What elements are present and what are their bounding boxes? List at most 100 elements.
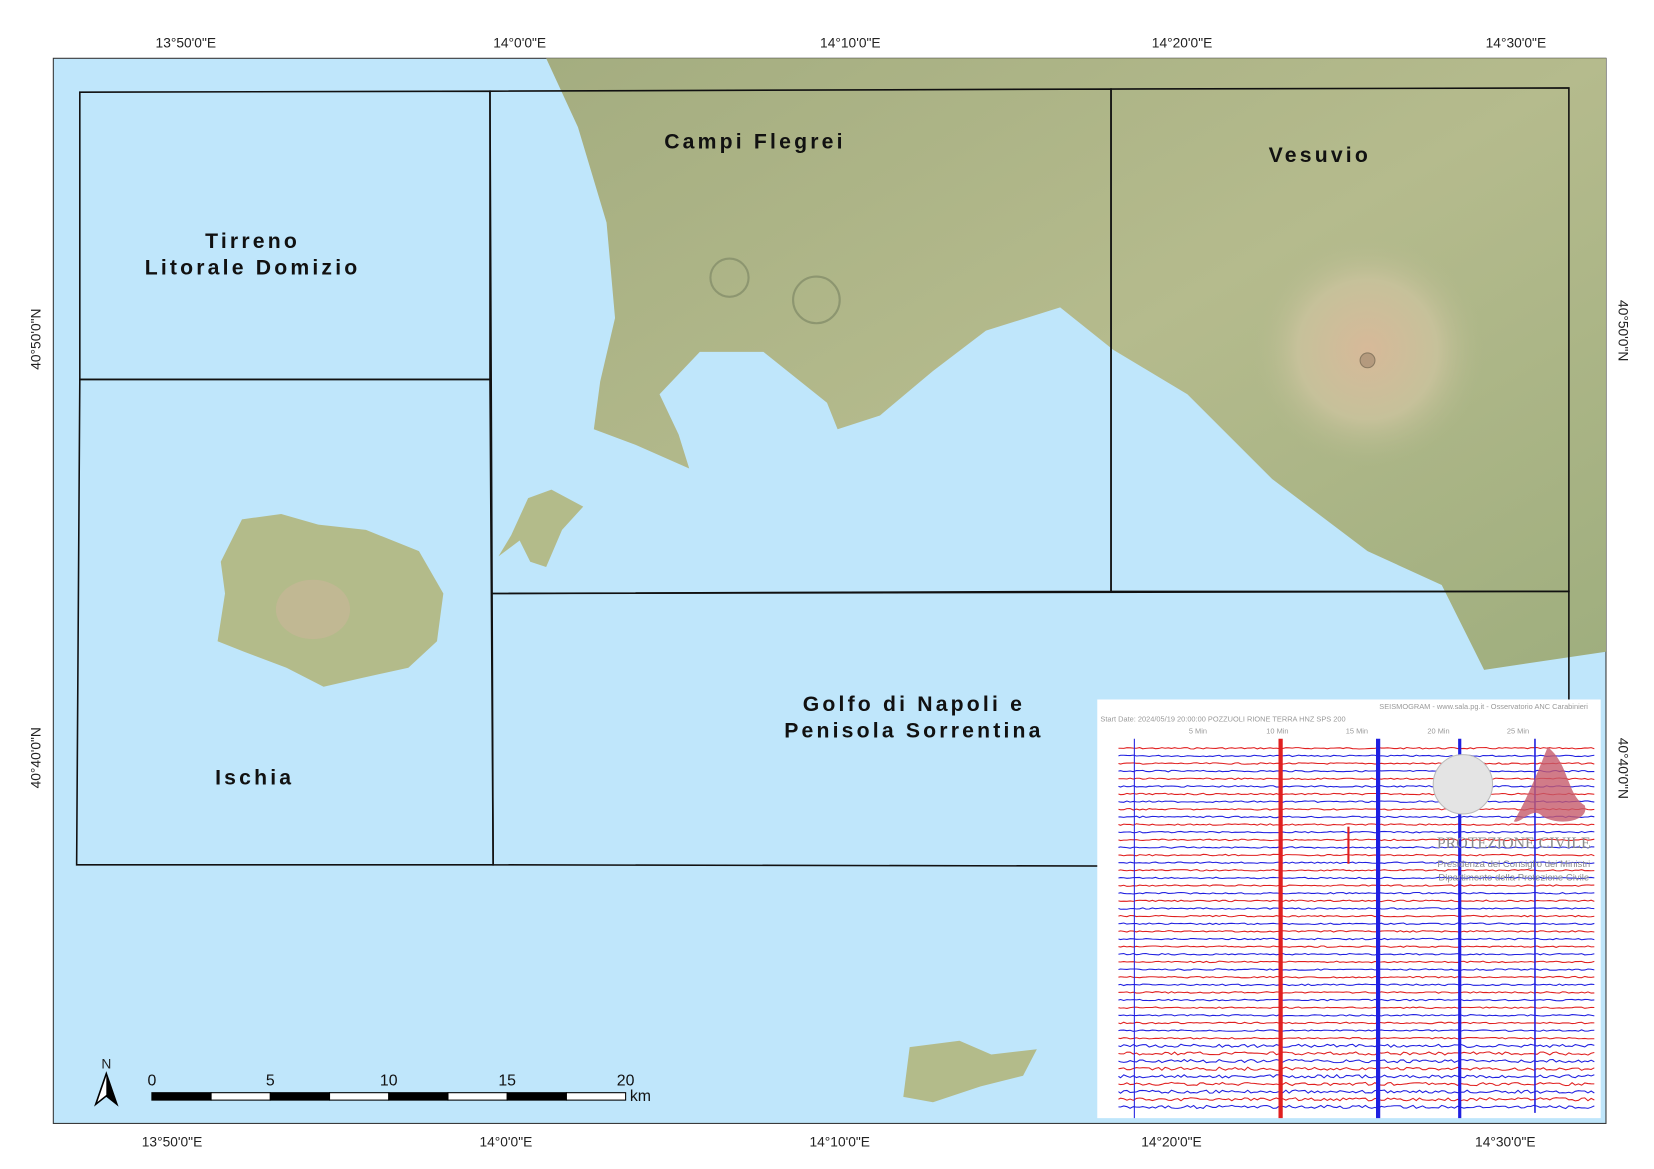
scale-segment xyxy=(269,1092,331,1101)
scale-label: 5 xyxy=(266,1072,275,1089)
trace xyxy=(1118,930,1595,933)
scale-label: 20 xyxy=(617,1072,635,1089)
capri xyxy=(903,1040,1037,1103)
region-label: Penisola Sorrentina xyxy=(784,720,1043,743)
trace xyxy=(1118,1081,1595,1087)
trace xyxy=(1118,945,1595,948)
trace xyxy=(1118,907,1595,910)
crater xyxy=(792,275,841,325)
trace xyxy=(1118,1014,1595,1017)
trace xyxy=(1118,884,1595,887)
logo-title: PROTEZIONE CIVILE xyxy=(1437,835,1591,852)
region-label: Ischia xyxy=(215,766,294,789)
trace xyxy=(1118,1006,1595,1009)
top-tick-label: 14°10'0"E xyxy=(820,36,880,51)
crater xyxy=(1359,352,1376,369)
top-tick-label: 14°30'0"E xyxy=(1486,36,1546,51)
region-label: Tirreno xyxy=(205,230,300,253)
trace xyxy=(1118,762,1595,765)
crater xyxy=(709,257,750,298)
trace xyxy=(1118,846,1595,849)
minute-label: 20 Min xyxy=(1427,726,1449,735)
logo-line: Dipartimento della Protezione Civile xyxy=(1438,873,1589,884)
trace xyxy=(1118,1029,1595,1032)
bottom-tick-label: 13°50'0"E xyxy=(142,1135,202,1150)
right-tick-label: 40°50'0"N xyxy=(1616,300,1631,361)
minute-label: 10 Min xyxy=(1266,726,1288,735)
logo-mark xyxy=(1513,747,1586,822)
trace xyxy=(1118,891,1595,895)
ischia-peak xyxy=(275,579,351,640)
bottom-tick-label: 14°30'0"E xyxy=(1475,1135,1535,1150)
scale-segment xyxy=(151,1092,212,1101)
scale-segment xyxy=(210,1092,271,1101)
vesuvio-cone xyxy=(1250,233,1485,467)
scale-label: 10 xyxy=(380,1072,398,1089)
trace xyxy=(1118,830,1595,834)
trace xyxy=(1118,785,1595,788)
seismogram-traces xyxy=(1118,738,1595,1119)
trace xyxy=(1118,800,1595,803)
scale-segment xyxy=(329,1092,390,1101)
logo-emblem xyxy=(1432,754,1494,815)
trace xyxy=(1118,1104,1595,1110)
seismogram-header: SEISMOGRAM - www.sala.pg.it - Osservator… xyxy=(1379,702,1588,711)
trace xyxy=(1118,815,1595,819)
trace xyxy=(1118,777,1595,781)
scale-unit: km xyxy=(630,1088,651,1105)
trace xyxy=(1118,899,1595,903)
trace xyxy=(1118,754,1595,758)
trace xyxy=(1118,807,1595,811)
trace xyxy=(1118,1089,1595,1094)
bottom-tick-label: 14°20'0"E xyxy=(1141,1135,1201,1150)
scale-segment xyxy=(388,1092,449,1101)
trace xyxy=(1118,991,1595,994)
scale-segment xyxy=(447,1092,508,1101)
trace xyxy=(1118,975,1595,979)
trace xyxy=(1118,838,1595,842)
mainland xyxy=(546,58,1606,670)
bottom-tick-label: 14°0'0"E xyxy=(479,1135,532,1150)
trace xyxy=(1118,746,1595,750)
trace xyxy=(1118,968,1595,971)
trace xyxy=(1118,1074,1595,1079)
scale-segment xyxy=(565,1092,627,1101)
trace xyxy=(1118,823,1595,826)
seismogram-start: Start Date: 2024/05/19 20:00:00 POZZUOLI… xyxy=(1100,715,1345,724)
region-label: Litorale Domizio xyxy=(145,256,361,279)
trace xyxy=(1118,769,1595,773)
trace xyxy=(1118,792,1595,796)
top-tick-label: 14°0'0"E xyxy=(493,36,546,51)
scale-label: 0 xyxy=(147,1072,156,1089)
trace xyxy=(1118,998,1595,1002)
trace xyxy=(1118,914,1595,918)
north-label: N xyxy=(101,1056,111,1071)
trace xyxy=(1118,960,1595,964)
trace xyxy=(1118,861,1595,865)
region-label: Vesuvio xyxy=(1269,144,1371,167)
trace xyxy=(1118,983,1595,987)
trace xyxy=(1118,853,1595,857)
trace xyxy=(1118,1036,1595,1040)
top-tick-label: 13°50'0"E xyxy=(156,36,216,51)
logo-line: Presidenza del Consiglio dei Ministri xyxy=(1437,859,1590,870)
scale-segment xyxy=(506,1092,567,1101)
right-tick-label: 40°40'0"N xyxy=(1616,738,1631,799)
trace xyxy=(1118,1051,1595,1056)
minute-label: 5 Min xyxy=(1189,726,1207,735)
left-tick-label: 40°40'0"N xyxy=(29,727,44,788)
top-tick-label: 14°20'0"E xyxy=(1152,36,1212,51)
trace xyxy=(1118,937,1595,941)
minute-label: 25 Min xyxy=(1507,726,1529,735)
trace xyxy=(1118,952,1595,956)
trace xyxy=(1118,1097,1595,1102)
trace xyxy=(1118,1066,1595,1071)
minute-label: 15 Min xyxy=(1346,726,1368,735)
scale-label: 15 xyxy=(498,1072,516,1089)
trace xyxy=(1118,869,1595,872)
procida xyxy=(498,489,584,568)
region-label: Golfo di Napoli e xyxy=(803,693,1025,716)
trace xyxy=(1118,1043,1595,1049)
